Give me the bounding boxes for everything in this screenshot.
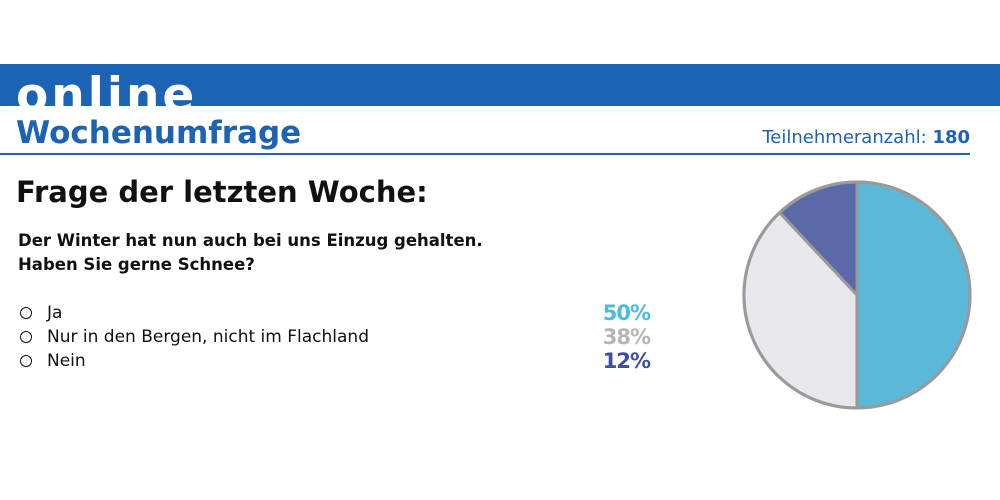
pie-chart (742, 180, 972, 410)
radio-button-icon[interactable] (20, 355, 32, 367)
answer-label: Nur in den Bergen, nicht im Flachland (47, 327, 369, 347)
answer-percentage: 50% (602, 301, 651, 325)
answer-option-nein[interactable]: Nein 12% (20, 349, 660, 373)
answer-option-ja[interactable]: Ja 50% (20, 301, 660, 325)
header-divider (0, 153, 970, 155)
radio-button-icon[interactable] (20, 331, 32, 343)
answer-percentage: 12% (602, 349, 651, 373)
participant-count-label: Teilnehmeranzahl: (762, 127, 927, 148)
question-text-line-1: Der Winter hat nun auch bei uns Einzug g… (18, 231, 483, 250)
answer-label: Ja (47, 303, 63, 323)
radio-button-icon[interactable] (20, 307, 32, 319)
header-bar (0, 64, 1000, 106)
answer-percentage: 38% (602, 325, 651, 349)
answer-label: Nein (47, 351, 86, 371)
page-subtitle: Wochenumfrage (16, 115, 302, 151)
participant-count-value: 180 (932, 127, 970, 148)
answer-option-berge[interactable]: Nur in den Bergen, nicht im Flachland 38… (20, 325, 660, 349)
question-text-line-2: Haben Sie gerne Schnee? (18, 255, 255, 274)
brand-logo: online (16, 72, 198, 106)
pie-slice-1 (855, 180, 972, 410)
pie-outline (742, 180, 972, 410)
participant-count: Teilnehmeranzahl: 180 (762, 126, 970, 150)
question-heading: Frage der letzten Woche: (16, 175, 428, 209)
